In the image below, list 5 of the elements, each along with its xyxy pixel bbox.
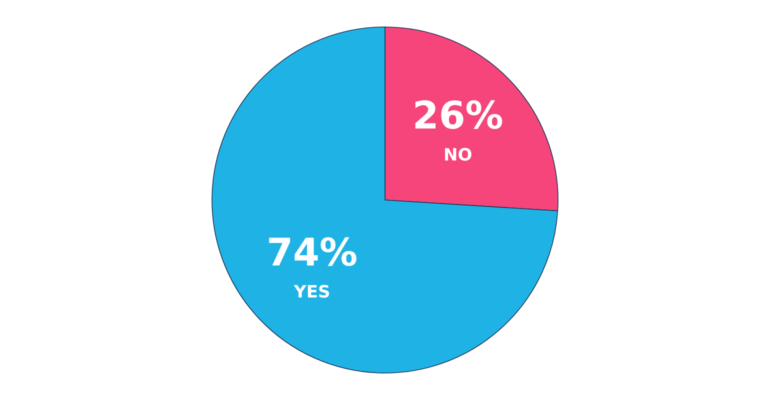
data-label: 26% <box>412 94 504 138</box>
pie-slice <box>212 26 558 374</box>
slice-label: YES <box>293 282 330 302</box>
data-label: 74% <box>266 230 358 274</box>
slice-label: NO <box>444 146 472 166</box>
